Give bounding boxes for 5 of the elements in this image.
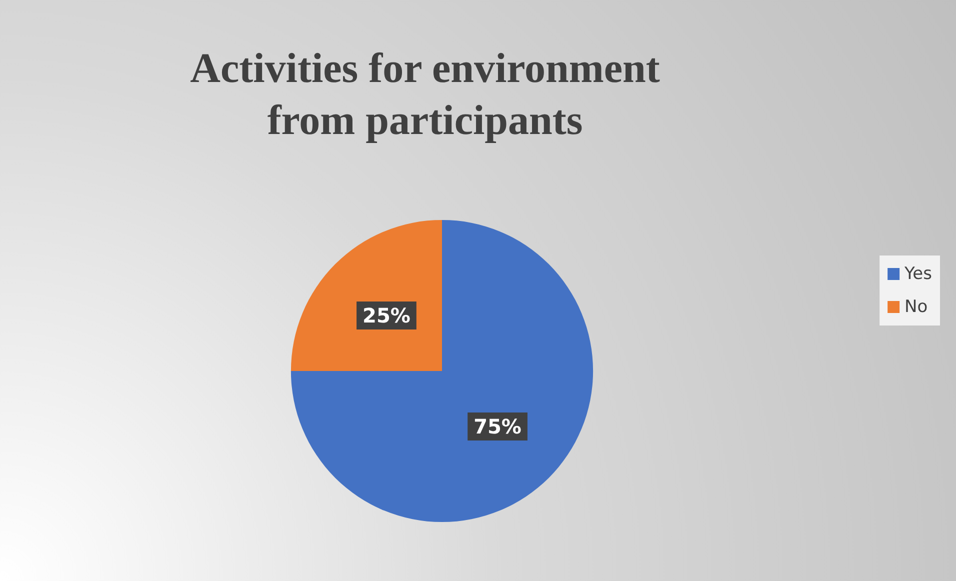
legend-label: Yes bbox=[904, 264, 932, 284]
legend-label: No bbox=[904, 297, 928, 317]
chart-title: Activities for environment from participants bbox=[190, 46, 660, 144]
data-label: 25% bbox=[362, 303, 410, 328]
data-label: 75% bbox=[474, 414, 522, 439]
